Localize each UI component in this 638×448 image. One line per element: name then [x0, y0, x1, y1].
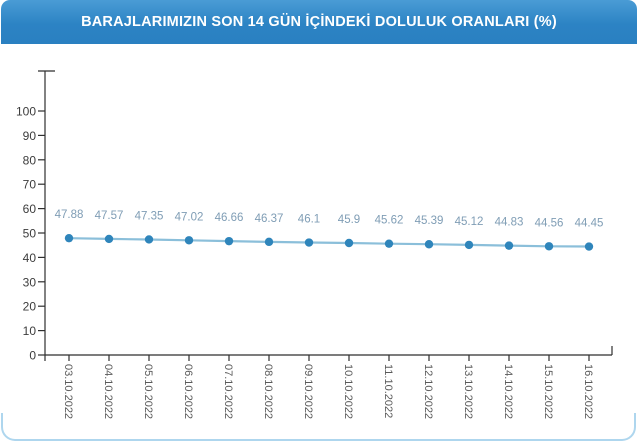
data-point-label: 45.9	[338, 214, 360, 226]
y-tick-label: 20	[23, 300, 37, 314]
data-point	[184, 236, 194, 245]
x-date-label: 14.10.2022	[502, 364, 514, 419]
data-point	[224, 236, 234, 246]
series-line	[67, 237, 591, 248]
y-tick-label: 0	[29, 349, 36, 363]
data-point	[264, 237, 274, 247]
data-point	[384, 239, 394, 248]
x-date-label: 16.10.2022	[582, 364, 594, 419]
y-tick-label: 100	[16, 105, 36, 119]
data-point-label: 45.62	[375, 215, 404, 227]
x-date-label: 11.10.2022	[382, 364, 394, 418]
dam-fill-line-chart: 0 10 20 30 40 50 60 70 80 90 100 03.10.2022 04.10.20…	[16, 70, 613, 419]
data-point	[304, 238, 314, 247]
data-point	[504, 241, 514, 250]
data-point-label: 47.57	[95, 210, 124, 222]
x-date-label: 04.10.2022	[102, 364, 114, 419]
y-tick-label: 30	[23, 275, 37, 289]
data-point-label: 46.1	[298, 214, 320, 226]
data-point-label: 45.12	[455, 216, 484, 228]
data-point-label: 45.39	[415, 215, 444, 227]
chart-header: BARAJLARIMIZIN SON 14 GÜN İÇİNDEKİ DOLUL…	[1, 0, 637, 44]
x-date-label: 12.10.2022	[422, 364, 434, 419]
x-date-label: 10.10.2022	[342, 364, 354, 419]
data-point	[144, 235, 154, 244]
y-tick-label: 60	[23, 202, 37, 216]
data-point-label: 47.88	[55, 209, 84, 221]
x-date-label: 06.10.2022	[182, 364, 194, 419]
x-date-label: 15.10.2022	[542, 364, 554, 419]
data-point-label: 47.35	[135, 210, 164, 222]
y-tick-label: 40	[23, 251, 37, 265]
data-point	[544, 242, 554, 251]
data-point	[344, 238, 354, 248]
data-point	[64, 233, 74, 243]
data-point-label: 44.83	[495, 217, 524, 229]
x-date-label: 13.10.2022	[462, 364, 474, 419]
y-tick-label: 80	[23, 153, 37, 167]
y-tick-label: 70	[23, 178, 37, 192]
data-point	[424, 240, 434, 249]
y-tick-label: 50	[23, 227, 37, 241]
chart-title: BARAJLARIMIZIN SON 14 GÜN İÇİNDEKİ DOLUL…	[81, 14, 557, 30]
data-point-label: 46.37	[255, 213, 284, 225]
data-point-label: 44.56	[535, 217, 564, 229]
data-point-label: 44.45	[575, 218, 604, 230]
data-point-label: 47.02	[175, 211, 204, 223]
x-date-label: 03.10.2022	[62, 364, 74, 419]
x-date-label: 05.10.2022	[142, 364, 154, 419]
data-point-label: 46.66	[215, 212, 244, 224]
data-point	[104, 234, 114, 244]
y-tick-label: 10	[23, 324, 37, 338]
x-date-label: 09.10.2022	[302, 364, 314, 419]
x-date-label: 08.10.2022	[262, 364, 274, 419]
data-point	[584, 242, 594, 251]
y-tick-label: 90	[23, 129, 37, 143]
data-point	[464, 240, 474, 250]
x-date-label: 07.10.2022	[222, 364, 234, 419]
